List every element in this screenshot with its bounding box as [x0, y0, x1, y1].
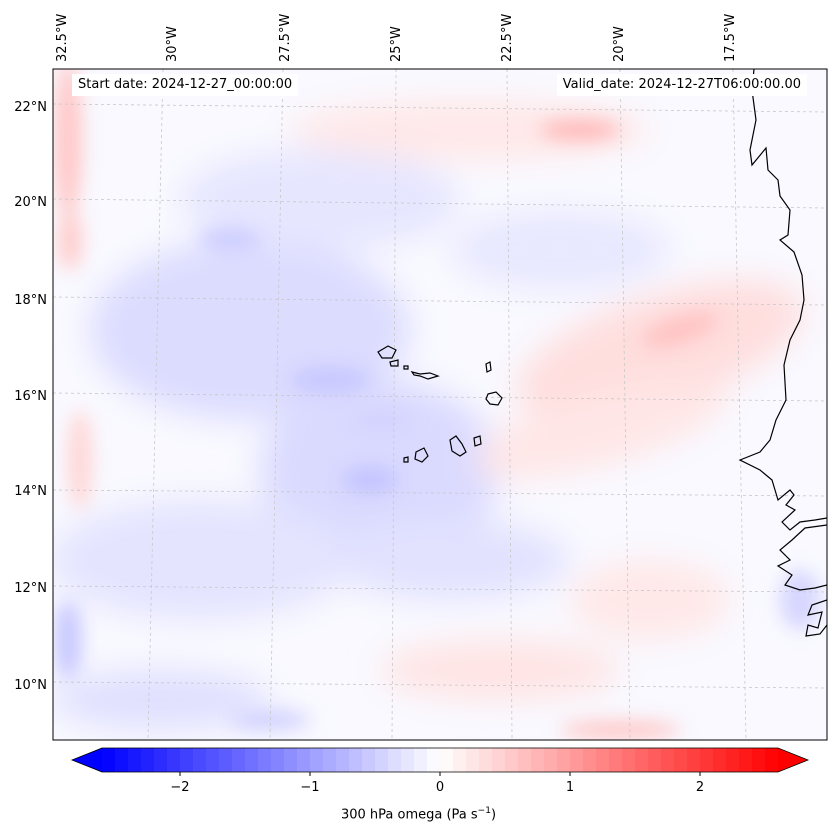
colorbar-segment [232, 748, 246, 772]
colorbar-segment [167, 748, 181, 772]
colorbar-segment [427, 748, 441, 772]
colorbar-segment [726, 748, 740, 772]
lat-label: 16°N [14, 389, 47, 404]
colorbar-segment [583, 748, 597, 772]
cape-verde-islands [377, 345, 503, 463]
colorbar-tick-label: −2 [170, 780, 189, 795]
colorbar-segment [102, 748, 116, 772]
lon-labels: 32.5°W 30°W 27.5°W 25°W 22.5°W 20°W 17.5… [55, 14, 738, 62]
colorbar-label: 300 hPa omega (Pa s−1) [0, 806, 837, 822]
colorbar-segment [479, 748, 493, 772]
colorbar-segment [336, 748, 350, 772]
valid-date-label: Valid_date: 2024-12-27T06:00:00.00 [556, 74, 807, 96]
colorbar-segment [765, 748, 779, 772]
colorbar-segment [154, 748, 168, 772]
colorbar-outline [70, 747, 810, 773]
island-fogo [414, 447, 429, 463]
colorbar-segment [128, 748, 142, 772]
lon-label: 32.5°W [55, 14, 70, 62]
colorbar-segment [284, 748, 298, 772]
colorbar-segment [440, 748, 454, 772]
colorbar-segment [609, 748, 623, 772]
lon-label: 25°W [389, 26, 404, 62]
colorbar-segment [219, 748, 233, 772]
colorbar-segment [505, 748, 519, 772]
colorbar-label-suffix: ) [490, 807, 497, 823]
colorbar-segment [310, 748, 324, 772]
colorbar-segment [531, 748, 545, 772]
lon-label: 20°W [612, 26, 627, 62]
colorbar: −2 −1 0 1 2 [70, 747, 810, 795]
lat-labels: 22°N 20°N 18°N 16°N 14°N 12°N 10°N [14, 100, 47, 693]
colorbar-tick-label: 2 [696, 780, 704, 795]
colorbar-segment [258, 748, 272, 772]
lat-label: 10°N [14, 678, 47, 693]
gridlines [53, 69, 827, 740]
map-frame [52, 68, 828, 741]
colorbar-tick-label: −1 [300, 780, 319, 795]
colorbar-segment [141, 748, 155, 772]
colorbar-tick-label: 0 [436, 780, 444, 795]
colorbar-segment [362, 748, 376, 772]
colorbar-segment [193, 748, 207, 772]
colorbar-segment [206, 748, 220, 772]
colorbar-segment [713, 748, 727, 772]
colorbar-segment [700, 748, 714, 772]
lat-label: 12°N [14, 581, 47, 596]
coastline-africa [738, 69, 827, 637]
island-santo-antao [377, 345, 397, 359]
colorbar-segment [297, 748, 311, 772]
colorbar-segment [544, 748, 558, 772]
island-santa-luzia [403, 365, 409, 370]
colorbar-segment [687, 748, 701, 772]
colorbar-segment [115, 748, 129, 772]
colorbar-segment [349, 748, 363, 772]
colorbar-segment [557, 748, 571, 772]
colorbar-segment [388, 748, 402, 772]
colorbar-segment [180, 748, 194, 772]
lon-label: 30°W [165, 26, 180, 62]
colorbar-extend-high [778, 748, 808, 772]
colorbar-segment [570, 748, 584, 772]
colorbar-label-exponent: −1 [477, 806, 491, 816]
island-maio [473, 435, 482, 447]
lat-label: 20°N [14, 195, 47, 210]
island-santiago [449, 435, 467, 457]
omega-field [53, 69, 827, 740]
colorbar-tick-label: 1 [566, 780, 574, 795]
colorbar-segment [466, 748, 480, 772]
colorbar-segment [401, 748, 415, 772]
colorbar-extend-low [72, 748, 102, 772]
colorbar-segment [492, 748, 506, 772]
colorbar-segment [245, 748, 259, 772]
colorbar-segment [271, 748, 285, 772]
lon-label: 22.5°W [500, 14, 515, 62]
colorbar-segment [596, 748, 610, 772]
colorbar-segment [453, 748, 467, 772]
colorbar-segment [414, 748, 428, 772]
colorbar-segment [622, 748, 636, 772]
lat-label: 22°N [14, 100, 47, 115]
lon-label: 17.5°W [723, 14, 738, 62]
colorbar-segment [752, 748, 766, 772]
colorbar-segment [323, 748, 337, 772]
colorbar-segment [739, 748, 753, 772]
colorbar-segment [635, 748, 649, 772]
island-sal [485, 361, 492, 373]
colorbar-segment [375, 748, 389, 772]
colorbar-segment [648, 748, 662, 772]
island-sao-nicolau [410, 371, 440, 380]
island-boa-vista [485, 391, 503, 406]
lon-label: 27.5°W [278, 14, 293, 62]
colorbar-segment [674, 748, 688, 772]
island-brava [403, 456, 409, 463]
start-date-label: Start date: 2024-12-27_00:00:00 [72, 74, 299, 96]
lat-label: 14°N [14, 484, 47, 499]
colorbar-segment [518, 748, 532, 772]
lat-label: 18°N [14, 293, 47, 308]
island-sao-vicente [389, 359, 399, 367]
colorbar-segment [661, 748, 675, 772]
colorbar-label-text: 300 hPa omega (Pa s [340, 807, 478, 823]
